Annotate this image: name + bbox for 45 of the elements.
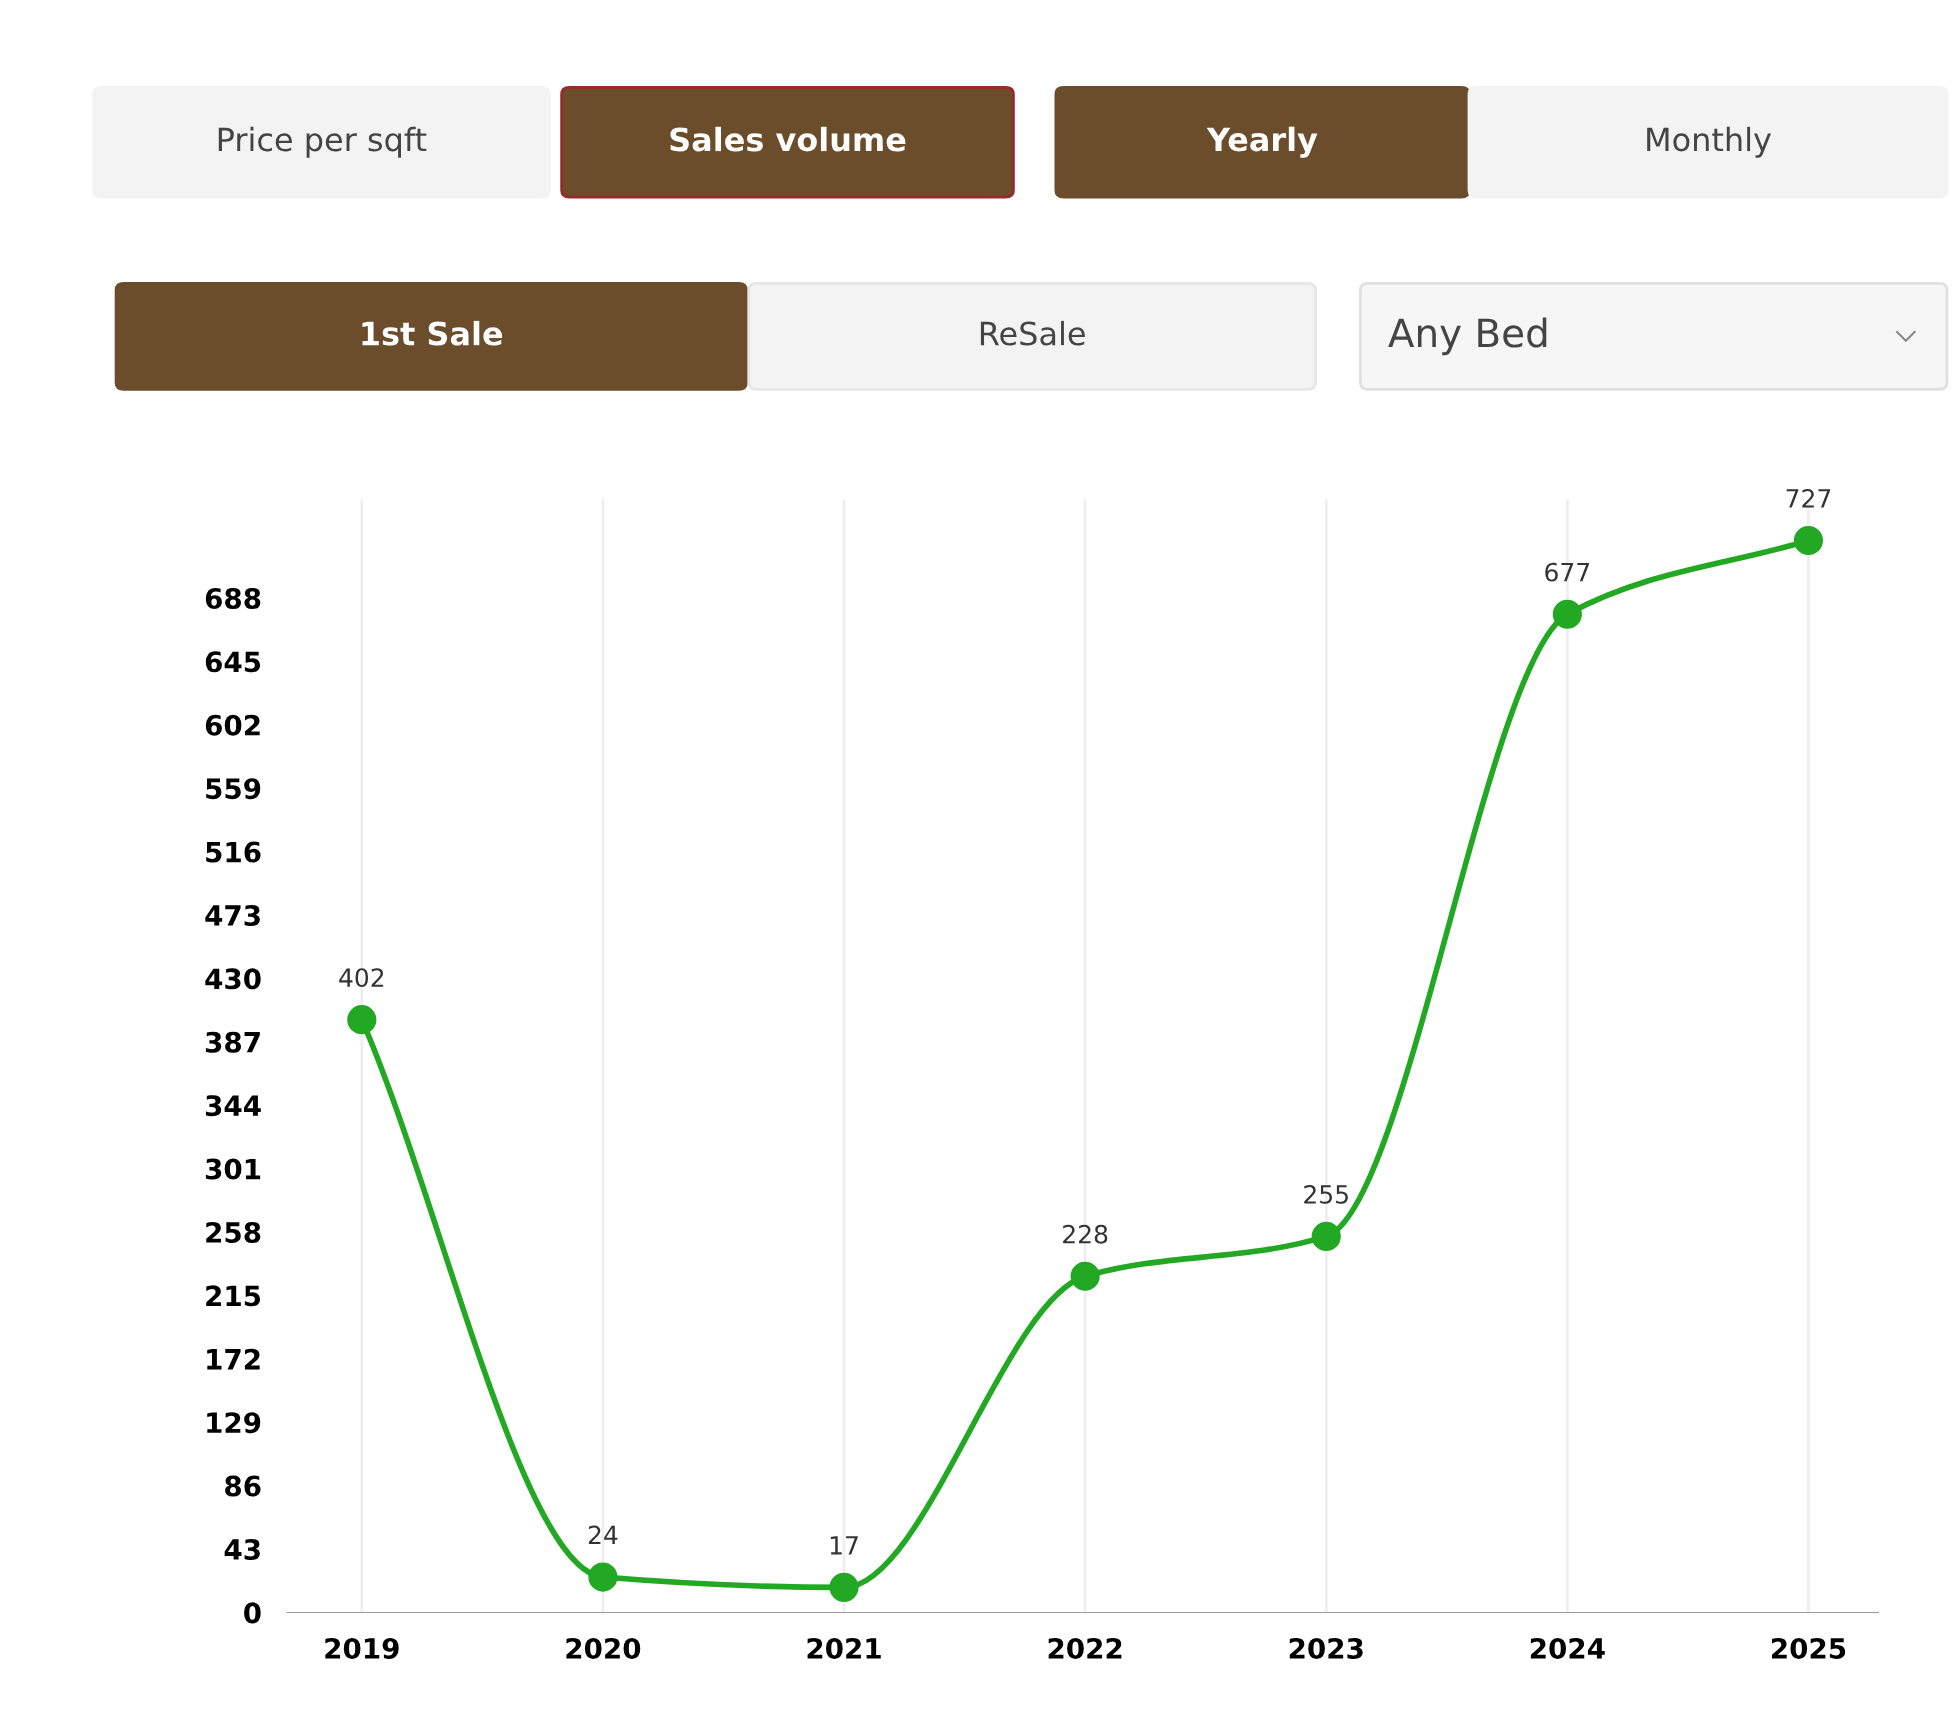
- x-tick-label: 2024: [1530, 1637, 1605, 1659]
- text: Monthly: [1647, 126, 1772, 158]
- text: ReSale: [980, 320, 1085, 346]
- y-tick-label: 344: [205, 1095, 261, 1117]
- y-tick-label: 387: [205, 1031, 260, 1053]
- text: Sales volume: [670, 126, 906, 152]
- x-tick-label: 2023: [1289, 1637, 1363, 1659]
- y-tick-label: 172: [207, 1348, 260, 1370]
- point: [1070, 1261, 1100, 1291]
- data-label: 17: [830, 1536, 858, 1555]
- data-label: 727: [1786, 488, 1831, 508]
- y-tick-label: 645: [205, 651, 261, 673]
- y-tick-label: 215: [206, 1285, 261, 1307]
- x-tick-label: 2025: [1771, 1637, 1846, 1659]
- text: Price per sqft: [218, 126, 427, 158]
- data-label: 677: [1545, 562, 1590, 582]
- x-tick-label: 2021: [807, 1637, 881, 1659]
- point: [1552, 599, 1582, 629]
- point: [347, 1005, 377, 1035]
- point: [829, 1572, 859, 1602]
- y-tick-label: 129: [207, 1412, 261, 1434]
- text: Yearly: [1206, 126, 1318, 158]
- y-tick-label: 43: [224, 1538, 260, 1560]
- data-label: 255: [1304, 1184, 1348, 1204]
- y-tick-label: 86: [225, 1475, 261, 1497]
- y-tick-label: 602: [205, 714, 260, 736]
- y-tick-label: 559: [206, 778, 261, 800]
- y-tick-label: 0: [244, 1602, 261, 1624]
- y-tick-label: 688: [205, 587, 261, 609]
- text: 1st Sale: [362, 320, 503, 346]
- x-tick-label: 2019: [325, 1637, 399, 1659]
- y-tick-label: 516: [206, 841, 261, 863]
- y-tick-label: 258: [206, 1221, 261, 1243]
- data-label: 24: [588, 1525, 618, 1545]
- data-label: 228: [1063, 1224, 1108, 1244]
- x-tick-label: 2020: [566, 1637, 641, 1659]
- text: Any Bed: [1388, 317, 1547, 356]
- point: [588, 1562, 618, 1592]
- data-label: 402: [339, 968, 384, 988]
- y-tick-label: 301: [205, 1158, 261, 1180]
- point: [1311, 1221, 1341, 1252]
- y-tick-label: 430: [205, 968, 261, 990]
- x-tick-label: 2022: [1048, 1637, 1122, 1659]
- y-tick-label: 473: [205, 904, 260, 926]
- point: [1793, 525, 1824, 556]
